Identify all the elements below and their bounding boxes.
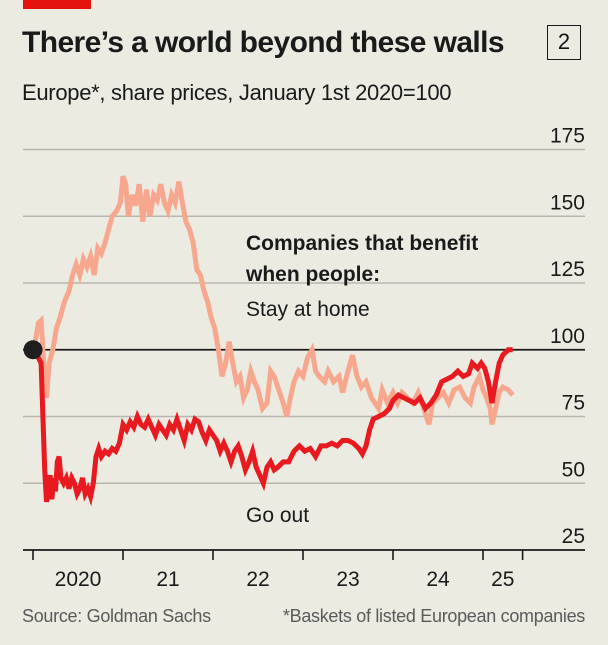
brand-red-tag	[23, 0, 91, 9]
x-tick-label: 21	[156, 568, 179, 591]
go-out-line	[30, 347, 513, 507]
annotation-heading-line2: when people:	[245, 263, 380, 286]
y-tick-label: 150	[550, 191, 585, 214]
y-tick-label: 100	[550, 325, 585, 348]
footnote: *Baskets of listed European companies	[282, 606, 585, 626]
y-tick-label: 125	[550, 258, 585, 281]
x-tick-label: 2020	[55, 568, 102, 591]
x-tick-label: 24	[426, 568, 450, 591]
stay-home-label: Stay at home	[246, 298, 370, 321]
start-marker-dot	[23, 340, 43, 360]
chart-subtitle: Europe*, share prices, January 1st 2020=…	[22, 80, 452, 105]
y-tick-label: 175	[550, 125, 585, 148]
x-tick-label: 25	[491, 568, 514, 591]
y-tick-label: 75	[562, 392, 585, 415]
go-out-label: Go out	[246, 504, 309, 527]
chart-number-badge: 2	[547, 25, 581, 60]
chart-title: There’s a world beyond these walls	[22, 26, 505, 59]
x-axis: 2020 21 22 23 24 25	[23, 549, 585, 591]
start-marker-group	[23, 340, 43, 360]
y-axis-labels: 25 50 75 100 125 150 175	[550, 125, 585, 549]
series-lines	[30, 175, 515, 507]
annotation-heading-line1: Companies that benefit	[246, 232, 478, 255]
y-tick-label: 25	[562, 525, 585, 548]
annotations: Companies that benefit when people: Stay…	[245, 232, 478, 527]
y-tick-label: 50	[562, 458, 585, 481]
source-note: Source: Goldman Sachs	[22, 606, 211, 626]
x-tick-label: 22	[246, 568, 269, 591]
x-tick-label: 23	[336, 568, 359, 591]
